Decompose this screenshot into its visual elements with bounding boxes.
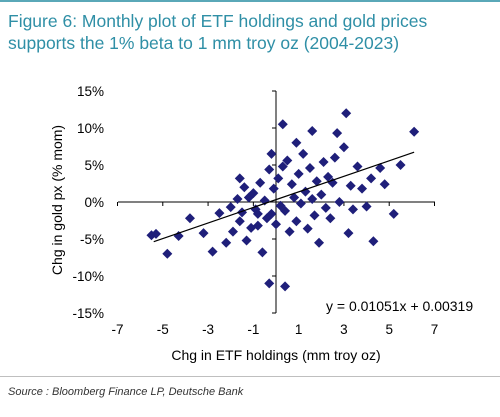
- chart-axes: [117, 90, 435, 314]
- figure-header: Figure 6: Monthly plot of ETF holdings a…: [0, 0, 500, 64]
- data-points: [146, 108, 420, 292]
- tick-labels: 15% 10% 5% 0% -5% -10% -15% -7 -5 -3 -1 1 3 5 7: [72, 84, 438, 337]
- x-tick-label: -5: [157, 322, 169, 337]
- data-point: [409, 126, 420, 137]
- data-point: [289, 192, 300, 203]
- trend-line: [153, 151, 415, 243]
- data-point: [343, 228, 354, 239]
- y-tick-label: -10%: [72, 269, 104, 284]
- data-point: [248, 188, 259, 199]
- y-tick-label: 0%: [84, 195, 104, 210]
- data-point: [150, 228, 161, 239]
- data-point: [162, 248, 173, 259]
- data-point: [325, 213, 336, 224]
- data-point: [266, 208, 277, 219]
- data-point: [293, 168, 304, 179]
- data-point: [239, 182, 250, 193]
- data-point: [307, 194, 318, 205]
- data-point: [388, 208, 399, 219]
- data-point: [298, 148, 309, 159]
- data-point: [225, 202, 236, 213]
- data-point: [345, 180, 356, 191]
- data-point: [334, 197, 345, 207]
- data-point: [232, 194, 243, 205]
- data-point: [341, 108, 352, 119]
- y-axis-label: Chg in gold px (% mom): [49, 125, 65, 275]
- data-point: [277, 119, 288, 130]
- x-tick-label: -7: [111, 322, 123, 337]
- y-tick-label: 10%: [77, 121, 104, 136]
- y-tick-label: 5%: [84, 158, 104, 173]
- data-point: [357, 183, 368, 194]
- data-point: [309, 210, 320, 221]
- data-point: [295, 198, 306, 209]
- data-point: [198, 228, 209, 239]
- y-tick-label: 15%: [77, 84, 104, 99]
- data-point: [395, 160, 406, 170]
- scatter-chart: 15% 10% 5% 0% -5% -10% -15% -7 -5 -3 -1 1 3 5 7 Chg in…: [49, 84, 473, 363]
- x-tick-label: -3: [202, 322, 214, 337]
- data-point: [379, 179, 390, 190]
- data-point: [264, 278, 275, 289]
- data-point: [246, 222, 257, 233]
- data-point: [255, 177, 266, 188]
- data-point: [252, 208, 263, 219]
- x-tick-label: 3: [340, 322, 348, 337]
- data-point: [234, 173, 245, 184]
- data-point: [302, 223, 313, 234]
- data-point: [221, 237, 232, 248]
- data-point: [347, 204, 358, 215]
- data-point: [241, 235, 252, 246]
- data-point: [304, 162, 315, 173]
- data-point: [366, 173, 377, 184]
- data-point: [252, 220, 263, 231]
- data-point: [352, 161, 363, 172]
- data-point: [338, 142, 349, 153]
- data-point: [234, 216, 245, 227]
- data-point: [314, 237, 325, 248]
- data-point: [266, 148, 277, 159]
- data-point: [311, 176, 322, 187]
- data-point: [368, 236, 379, 247]
- data-point: [280, 281, 291, 292]
- x-tick-label: 1: [295, 322, 303, 337]
- data-point: [320, 202, 331, 213]
- data-point: [264, 164, 275, 175]
- y-tick-label: -15%: [72, 306, 104, 321]
- data-point: [284, 226, 295, 237]
- data-point: [277, 161, 288, 172]
- y-tick-label: -5%: [80, 232, 104, 247]
- data-point: [280, 205, 291, 216]
- data-point: [184, 213, 195, 224]
- data-point: [214, 208, 225, 219]
- data-point: [291, 137, 302, 148]
- x-axis-label: Chg in ETF holdings (mm troy oz): [171, 347, 380, 363]
- data-point: [307, 125, 318, 136]
- data-point: [316, 189, 327, 200]
- trend-line-group: [153, 151, 415, 243]
- source-note: Source : Bloomberg Finance LP, Deutsche …: [8, 386, 244, 398]
- footer-divider: [0, 376, 500, 377]
- data-point: [323, 171, 334, 182]
- data-point: [227, 226, 238, 237]
- x-tick-label: 7: [431, 322, 439, 337]
- data-point: [327, 177, 338, 188]
- regression-equation: y = 0.01051x + 0.00319: [326, 298, 473, 314]
- x-tick-label: 5: [385, 322, 393, 337]
- data-point: [361, 201, 372, 212]
- x-tick-label: -1: [247, 322, 259, 337]
- data-point: [286, 179, 297, 190]
- data-point: [318, 157, 329, 168]
- data-point: [291, 216, 302, 227]
- data-point: [268, 183, 279, 194]
- data-point: [329, 152, 340, 163]
- figure-title: Figure 6: Monthly plot of ETF holdings a…: [8, 11, 428, 53]
- data-point: [271, 219, 281, 230]
- data-point: [332, 128, 343, 139]
- data-point: [207, 246, 218, 257]
- data-point: [273, 173, 284, 184]
- data-point: [282, 155, 293, 166]
- data-point: [257, 247, 268, 258]
- data-point: [375, 162, 386, 173]
